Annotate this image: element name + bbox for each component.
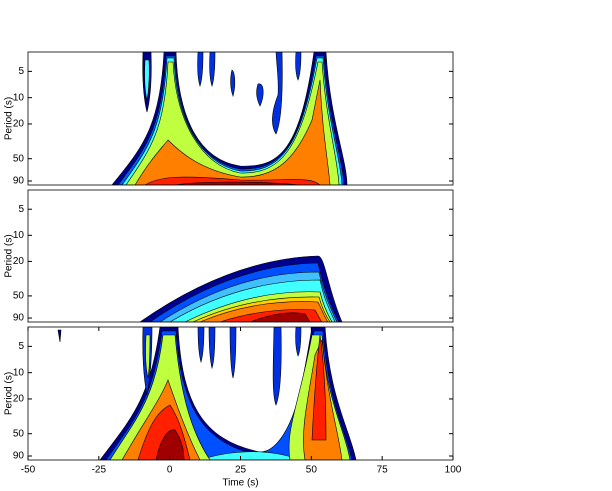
x-tick-label: 25 bbox=[235, 465, 247, 476]
y-tick-label: 10 bbox=[13, 92, 25, 103]
axes-frame bbox=[27, 189, 454, 323]
contour-field bbox=[111, 52, 348, 185]
y-tick-label: 20 bbox=[13, 394, 25, 405]
x-tick-label: 0 bbox=[167, 465, 173, 476]
y-tick-label: 90 bbox=[13, 451, 25, 462]
y-tick-label: 10 bbox=[13, 367, 25, 378]
y-axis-label: Period (s) bbox=[4, 97, 15, 140]
y-axis-label: Period (s) bbox=[4, 234, 15, 277]
y-tick-label: 90 bbox=[13, 176, 25, 187]
x-tick-label: -50 bbox=[21, 465, 36, 476]
y-tick-label: 10 bbox=[13, 230, 25, 241]
axes-frame bbox=[27, 326, 454, 461]
y-tick-label: 20 bbox=[13, 256, 25, 267]
y-axis-label: Period (s) bbox=[4, 372, 15, 415]
x-axis-label: Time (s) bbox=[222, 478, 258, 489]
y-tick-label: 5 bbox=[18, 341, 24, 352]
x-tick-label: -25 bbox=[92, 465, 107, 476]
contour-field bbox=[139, 255, 343, 322]
y-tick-label: 50 bbox=[13, 153, 25, 164]
y-tick-label: 20 bbox=[13, 119, 25, 130]
y-tick-label: 50 bbox=[13, 428, 25, 439]
x-tick-label: 75 bbox=[377, 465, 389, 476]
y-tick-label: 50 bbox=[13, 291, 25, 302]
contour-field bbox=[57, 327, 357, 460]
y-tick-label: 90 bbox=[13, 313, 25, 324]
y-tick-label: 5 bbox=[18, 66, 24, 77]
axes-frame bbox=[27, 51, 454, 186]
x-tick-label: 100 bbox=[445, 465, 462, 476]
y-tick-label: 5 bbox=[18, 204, 24, 215]
x-tick-label: 50 bbox=[306, 465, 318, 476]
